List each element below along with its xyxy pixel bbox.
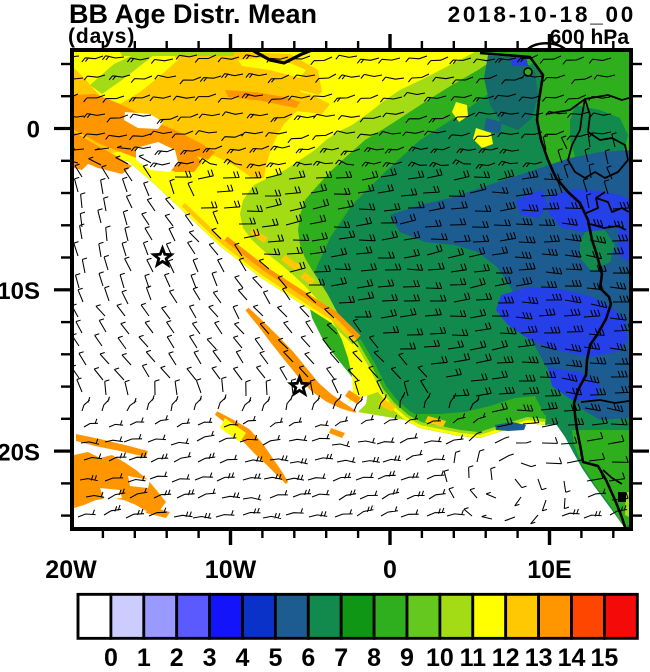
svg-text:10: 10 — [426, 644, 454, 667]
svg-text:11: 11 — [460, 644, 487, 667]
svg-text:600 hPa: 600 hPa — [550, 26, 630, 49]
svg-text:10E: 10E — [527, 556, 571, 584]
svg-text:9: 9 — [400, 644, 414, 667]
svg-text:0: 0 — [104, 644, 118, 667]
svg-text:10S: 10S — [0, 278, 40, 305]
svg-text:20S: 20S — [0, 440, 40, 467]
svg-text:7: 7 — [334, 644, 348, 667]
svg-text:1: 1 — [137, 644, 151, 667]
svg-text:0: 0 — [383, 556, 397, 584]
svg-text:4: 4 — [236, 644, 250, 667]
svg-text:20W: 20W — [45, 556, 97, 584]
svg-text:(days): (days) — [68, 25, 135, 48]
svg-text:6: 6 — [301, 644, 315, 667]
svg-text:0: 0 — [27, 117, 40, 144]
svg-text:5: 5 — [268, 644, 282, 667]
svg-text:2018-10-18_00: 2018-10-18_00 — [448, 2, 636, 27]
svg-text:13: 13 — [525, 644, 553, 667]
svg-text:12: 12 — [492, 644, 520, 667]
svg-text:15: 15 — [590, 644, 618, 667]
svg-text:8: 8 — [367, 644, 381, 667]
svg-text:BB Age Distr. Mean: BB Age Distr. Mean — [69, 0, 317, 29]
svg-text:2: 2 — [170, 644, 184, 667]
svg-text:3: 3 — [203, 644, 217, 667]
svg-text:10W: 10W — [205, 556, 257, 584]
svg-text:14: 14 — [558, 644, 586, 667]
